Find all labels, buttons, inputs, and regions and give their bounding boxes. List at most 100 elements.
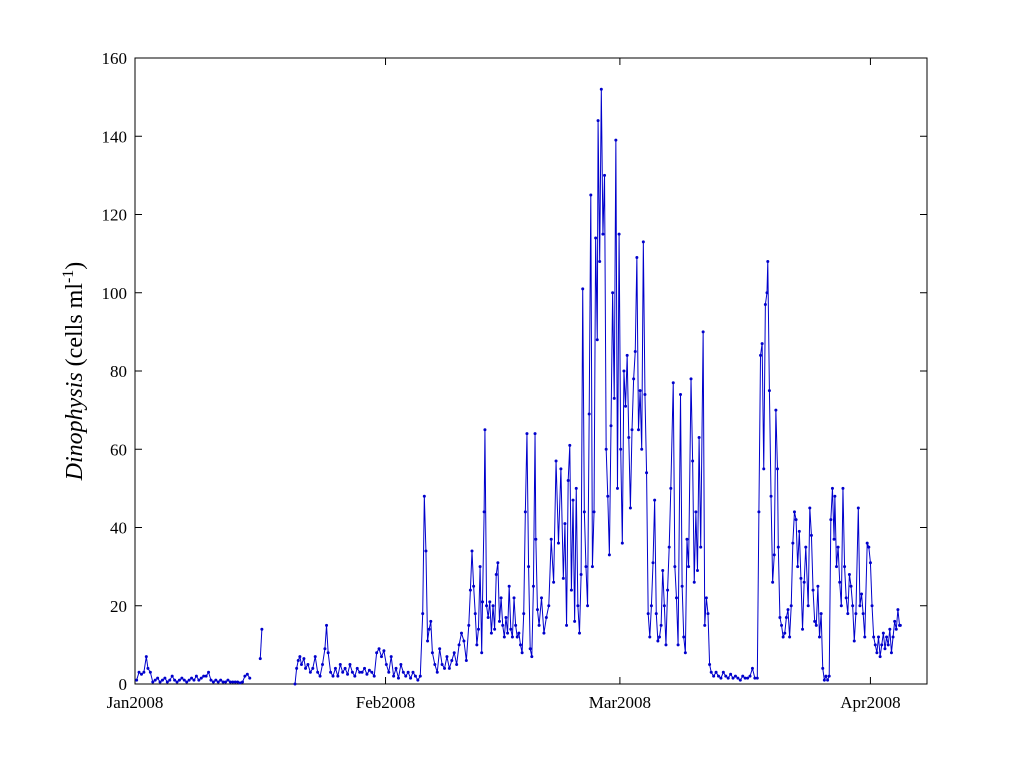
- data-point: [873, 643, 877, 647]
- data-point: [148, 670, 152, 674]
- data-point: [429, 619, 433, 623]
- data-point: [151, 680, 155, 684]
- data-point: [753, 676, 757, 680]
- data-point: [517, 631, 521, 635]
- data-point: [611, 291, 615, 295]
- data-point: [404, 674, 408, 678]
- data-point: [574, 486, 578, 490]
- data-point: [445, 655, 449, 659]
- y-label-close: ): [62, 262, 88, 270]
- data-point: [630, 428, 634, 432]
- data-point: [691, 459, 695, 463]
- data-point: [830, 486, 834, 490]
- data-point: [844, 596, 848, 600]
- data-point: [833, 494, 837, 498]
- data-point: [452, 651, 456, 655]
- data-point: [586, 604, 590, 608]
- data-point: [556, 541, 560, 545]
- data-point: [296, 659, 300, 663]
- data-point: [426, 639, 430, 643]
- data-point: [512, 596, 516, 600]
- data-point: [706, 612, 710, 616]
- data-point: [741, 674, 745, 678]
- data-point: [387, 670, 391, 674]
- data-point: [163, 676, 167, 680]
- data-point: [231, 680, 235, 684]
- data-point: [379, 655, 383, 659]
- data-point: [350, 670, 354, 674]
- data-point: [685, 537, 689, 541]
- data-point: [478, 565, 482, 569]
- data-point: [438, 647, 442, 651]
- data-point: [641, 240, 645, 244]
- data-point: [726, 676, 730, 680]
- data-point: [599, 87, 603, 91]
- data-point: [559, 467, 563, 471]
- data-point: [763, 302, 767, 306]
- data-point: [708, 662, 712, 666]
- data-point: [788, 635, 792, 639]
- data-point: [601, 232, 605, 236]
- x-tick-label: Jan2008: [107, 693, 164, 712]
- data-point: [238, 681, 242, 685]
- data-point: [534, 537, 538, 541]
- data-point: [544, 615, 548, 619]
- data-point: [554, 459, 558, 463]
- x-tick-label: Mar2008: [589, 693, 651, 712]
- data-point: [318, 674, 322, 678]
- data-point: [590, 565, 594, 569]
- data-point: [847, 572, 851, 576]
- data-point: [676, 643, 680, 647]
- data-point: [568, 443, 572, 447]
- data-point: [175, 680, 179, 684]
- data-point: [748, 674, 752, 678]
- data-point: [353, 674, 357, 678]
- data-point: [323, 647, 327, 651]
- data-point: [695, 569, 699, 573]
- data-point: [518, 643, 522, 647]
- data-point: [646, 612, 650, 616]
- data-point: [697, 436, 701, 440]
- data-point: [468, 588, 472, 592]
- data-point: [669, 486, 673, 490]
- data-point: [870, 604, 874, 608]
- data-point: [636, 428, 640, 432]
- data-point: [878, 655, 882, 659]
- data-point: [769, 494, 773, 498]
- data-point: [153, 678, 157, 682]
- data-point: [399, 662, 403, 666]
- data-point: [158, 680, 162, 684]
- data-point: [476, 627, 480, 631]
- data-point: [657, 635, 661, 639]
- data-point: [547, 604, 551, 608]
- data-point: [295, 666, 299, 670]
- data-point: [346, 672, 350, 676]
- data-point: [542, 631, 546, 635]
- data-point: [680, 584, 684, 588]
- data-point: [757, 510, 761, 514]
- data-point: [765, 291, 769, 295]
- data-point: [365, 672, 369, 676]
- data-point: [422, 494, 426, 498]
- data-point: [789, 604, 793, 608]
- data-point: [771, 580, 775, 584]
- data-point: [860, 592, 864, 596]
- data-point: [298, 655, 302, 659]
- data-point: [182, 678, 186, 682]
- data-point: [674, 596, 678, 600]
- data-point: [667, 545, 671, 549]
- data-point: [687, 565, 691, 569]
- data-point: [692, 580, 696, 584]
- data-point: [236, 680, 240, 684]
- data-point: [834, 565, 838, 569]
- data-point: [168, 678, 172, 682]
- data-point: [482, 510, 486, 514]
- data-point: [816, 584, 820, 588]
- data-point: [535, 608, 539, 612]
- data-point: [165, 680, 169, 684]
- data-point: [224, 680, 228, 684]
- data-point: [762, 467, 766, 471]
- data-point: [829, 518, 833, 522]
- data-point: [858, 604, 862, 608]
